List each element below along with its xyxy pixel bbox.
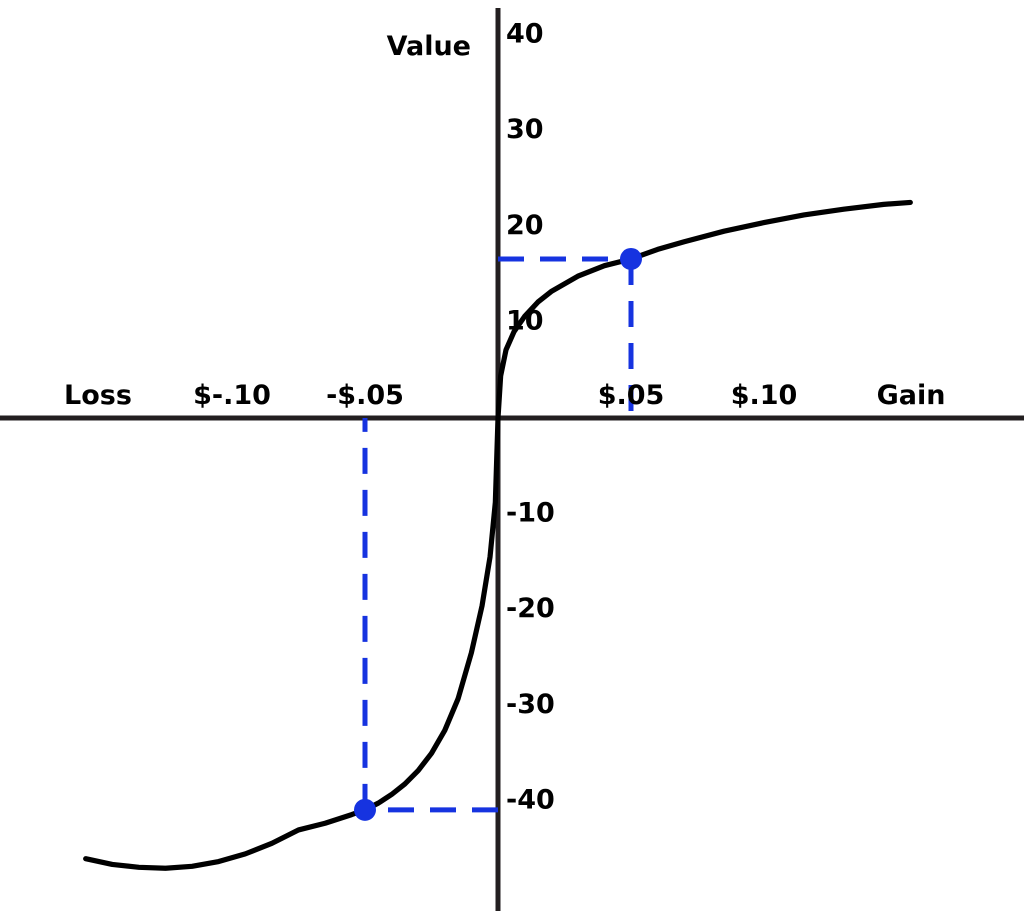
x-tick-label: $-.10 <box>193 380 271 411</box>
gain-reference-point <box>620 247 642 270</box>
x-axis-loss-label: Loss <box>64 380 132 411</box>
y-tick-label: 10 <box>506 306 544 337</box>
x-tick-label: -$.05 <box>326 380 404 411</box>
value-function-curve <box>83 199 913 871</box>
y-tick-label: -10 <box>506 497 555 528</box>
x-axis-tick-labels: $-.10 -$.05 $.05 $.10 <box>193 380 797 411</box>
y-tick-label: 20 <box>506 210 544 241</box>
loss-reference-point <box>354 798 376 821</box>
x-tick-label: $.05 <box>598 380 665 411</box>
y-tick-label: -20 <box>506 593 555 624</box>
y-axis-title: Value <box>387 31 471 62</box>
y-axis-tick-labels: 40 30 20 10 -10 -20 -30 -40 <box>506 18 555 815</box>
y-tick-label: -30 <box>506 689 555 720</box>
y-tick-label: 30 <box>506 114 544 145</box>
x-tick-label: $.10 <box>731 380 798 411</box>
y-tick-label: -40 <box>506 785 555 816</box>
y-tick-label: 40 <box>506 18 544 49</box>
x-axis-gain-label: Gain <box>877 380 946 411</box>
